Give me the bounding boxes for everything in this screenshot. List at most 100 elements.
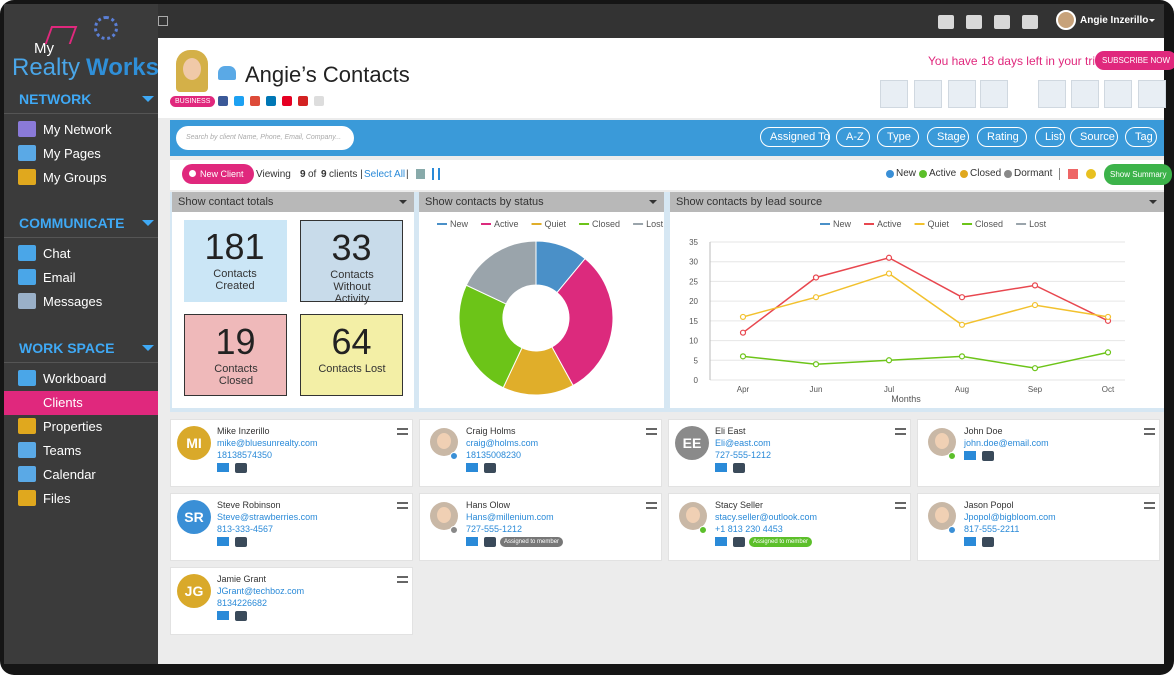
email-icon[interactable] <box>217 611 229 620</box>
nav-item[interactable]: Teams <box>43 443 82 458</box>
nav-item[interactable]: Workboard <box>43 371 107 386</box>
contact-card[interactable]: MI Mike Inzerillo mike@bluesunrealty.com 18… <box>170 419 413 487</box>
message-icon[interactable] <box>484 463 496 473</box>
search-input[interactable]: Search by client Name, Phone, Email, Com… <box>176 126 354 150</box>
filter-button[interactable]: Stage <box>927 127 969 147</box>
message-icon[interactable] <box>235 537 247 547</box>
business-badge: BUSINESS <box>170 96 216 107</box>
legend-label: New <box>833 219 852 229</box>
filter-button[interactable]: Source <box>1070 127 1118 147</box>
filter-button[interactable]: A-Z <box>836 127 870 147</box>
select-all[interactable]: Select All <box>364 169 406 180</box>
card-menu[interactable] <box>397 576 408 583</box>
viewing-text: of <box>308 169 317 180</box>
contact-card[interactable]: JG Jamie Grant JGrant@techboz.com 813422668… <box>170 567 413 635</box>
action-icon[interactable] <box>1138 80 1166 108</box>
filter-button[interactable]: Rating <box>977 127 1027 147</box>
card-menu[interactable] <box>397 428 408 435</box>
y-tick-label: 5 <box>694 356 699 365</box>
contact-card[interactable]: EE Eli East Eli@east.com 727-555-1212 <box>668 419 911 487</box>
sort-icon[interactable] <box>432 168 440 180</box>
contact-card[interactable]: Jason Popol Jpopol@bigbloom.com 817-555-22… <box>917 493 1160 561</box>
new-client-button[interactable]: New Client <box>182 164 254 184</box>
message-icon[interactable] <box>733 463 745 473</box>
logo-works: Works <box>86 54 159 81</box>
show-summary-button[interactable]: Show Summary <box>1104 164 1173 185</box>
email-icon[interactable] <box>466 463 478 472</box>
top-icon[interactable] <box>994 15 1010 29</box>
message-icon[interactable] <box>235 611 247 621</box>
email-icon[interactable] <box>217 463 229 472</box>
nav-item[interactable]: Email <box>43 270 76 285</box>
section-divider <box>4 113 158 114</box>
filter-button[interactable]: Assigned To <box>760 127 830 147</box>
action-icon[interactable] <box>1071 80 1099 108</box>
email-icon[interactable] <box>217 537 229 546</box>
contact-card[interactable]: Hans Olow Hans@millenium.com 727-555-1212 A… <box>419 493 662 561</box>
contact-phone: 18135008230 <box>466 450 522 460</box>
total-tile: 19 Contacts Closed <box>184 314 287 396</box>
nav-item[interactable]: My Network <box>43 122 112 137</box>
star-icon[interactable] <box>1086 169 1096 179</box>
card-menu[interactable] <box>1144 428 1155 435</box>
nav-item[interactable]: My Pages <box>43 146 101 161</box>
subscribe-button[interactable]: SUBSCRIBE NOW <box>1095 51 1174 70</box>
social-icon[interactable] <box>314 96 324 106</box>
email-icon[interactable] <box>715 463 727 472</box>
email-icon[interactable] <box>715 537 727 546</box>
message-icon[interactable] <box>235 463 247 473</box>
section-title: NETWORK <box>19 91 92 107</box>
series-point <box>1104 313 1112 321</box>
social-icon[interactable] <box>266 96 276 106</box>
user-name[interactable]: Angie Inzerillo <box>1080 15 1149 26</box>
nav-item[interactable]: Clients <box>43 395 83 410</box>
action-icon[interactable] <box>948 80 976 108</box>
series-point <box>739 353 747 360</box>
action-icon[interactable] <box>914 80 942 108</box>
logo-house <box>44 26 78 44</box>
nav-item[interactable]: Messages <box>43 294 103 309</box>
filter-button[interactable]: Tag <box>1125 127 1157 147</box>
social-icon[interactable] <box>282 96 292 106</box>
card-menu[interactable] <box>895 428 906 435</box>
action-icon[interactable] <box>1104 80 1132 108</box>
message-icon[interactable] <box>733 537 745 547</box>
action-icon[interactable] <box>980 80 1008 108</box>
email-icon[interactable] <box>964 451 976 460</box>
nav-item[interactable]: Calendar <box>43 467 96 482</box>
social-icon[interactable] <box>250 96 260 106</box>
social-icon[interactable] <box>234 96 244 106</box>
contact-card[interactable]: Stacy Seller stacy.seller@outlook.com +1 8… <box>668 493 911 561</box>
contact-name: Hans Olow <box>466 500 511 510</box>
card-menu[interactable] <box>646 502 657 509</box>
contact-card[interactable]: John Doe john.doe@email.com <box>917 419 1160 487</box>
message-icon[interactable] <box>982 451 994 461</box>
social-icon[interactable] <box>298 96 308 106</box>
email-icon[interactable] <box>964 537 976 546</box>
contact-email: mike@bluesunrealty.com <box>217 438 318 448</box>
export-icon[interactable] <box>416 169 425 179</box>
filter-button[interactable]: Type <box>877 127 919 147</box>
card-menu[interactable] <box>895 502 906 509</box>
top-icon[interactable] <box>1022 15 1038 29</box>
top-icon[interactable] <box>966 15 982 29</box>
nav-item[interactable]: Files <box>43 491 71 506</box>
contact-card[interactable]: Craig Holms craig@holms.com 18135008230 <box>419 419 662 487</box>
action-icon[interactable] <box>880 80 908 108</box>
action-icon[interactable] <box>1038 80 1066 108</box>
message-icon[interactable] <box>484 537 496 547</box>
filter-button[interactable]: List <box>1035 127 1065 147</box>
card-menu[interactable] <box>1144 502 1155 509</box>
message-icon[interactable] <box>982 537 994 547</box>
top-icon[interactable] <box>938 15 954 29</box>
email-icon[interactable] <box>466 537 478 546</box>
nav-item[interactable]: Chat <box>43 246 71 261</box>
contact-card[interactable]: SR Steve Robinson Steve@strawberries.com 81… <box>170 493 413 561</box>
card-menu[interactable] <box>646 428 657 435</box>
card-menu[interactable] <box>397 502 408 509</box>
calendar-icon[interactable] <box>1068 169 1078 179</box>
nav-item[interactable]: Properties <box>43 419 103 434</box>
social-icon[interactable] <box>218 96 228 106</box>
nav-item[interactable]: My Groups <box>43 170 107 185</box>
contact-phone: 727-555-1212 <box>466 524 523 534</box>
